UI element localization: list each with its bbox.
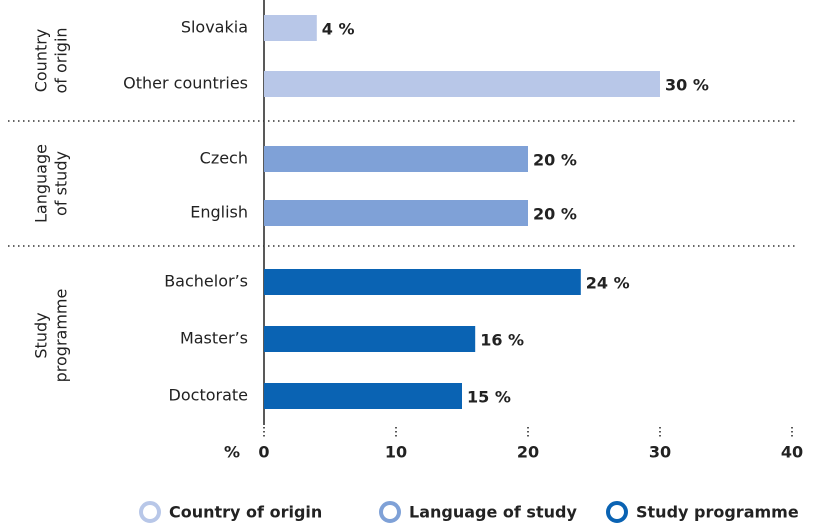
group-label-line: Language <box>32 144 51 223</box>
category-label: Bachelor’s <box>164 272 248 291</box>
bar <box>264 383 462 409</box>
bar <box>264 200 528 226</box>
legend-label: Study programme <box>636 503 799 522</box>
bar <box>264 15 317 41</box>
value-label: 20 % <box>533 205 577 224</box>
value-label: 15 % <box>467 388 511 407</box>
legend-marker <box>606 501 628 523</box>
bar <box>264 269 581 295</box>
legend-marker <box>139 501 161 523</box>
value-label: 4 % <box>322 20 355 39</box>
x-tick-label: 20 <box>517 443 539 462</box>
group-label: Country of origin <box>32 27 71 93</box>
group-label-line: of study <box>52 151 71 216</box>
group-label: Study programme <box>32 289 71 383</box>
category-label: Slovakia <box>181 18 248 37</box>
x-tick-label: 0 <box>258 443 269 462</box>
value-label: 20 % <box>533 151 577 170</box>
legend-label: Language of study <box>409 503 577 522</box>
group-label-line: Study <box>32 312 51 358</box>
category-label: Other countries <box>123 74 248 93</box>
x-tick-label: 40 <box>781 443 803 462</box>
x-axis-label: % <box>224 443 240 462</box>
category-label: Czech <box>200 149 248 168</box>
value-label: 30 % <box>665 76 709 95</box>
value-label: 16 % <box>480 331 524 350</box>
x-tick-label: 10 <box>385 443 407 462</box>
bar <box>264 146 528 172</box>
category-label: Doctorate <box>169 386 248 405</box>
legend-label: Country of origin <box>169 503 322 522</box>
value-label: 24 % <box>586 274 630 293</box>
group-label: Language of study <box>32 144 71 223</box>
group-label-line: programme <box>52 289 71 383</box>
group-label-line: Country <box>32 29 51 93</box>
bar <box>264 326 476 352</box>
bar <box>264 71 660 97</box>
category-label: Master’s <box>180 329 248 348</box>
group-label-line: of origin <box>52 27 71 93</box>
category-label: English <box>190 203 248 222</box>
legend-marker <box>379 501 401 523</box>
x-tick-label: 30 <box>649 443 671 462</box>
